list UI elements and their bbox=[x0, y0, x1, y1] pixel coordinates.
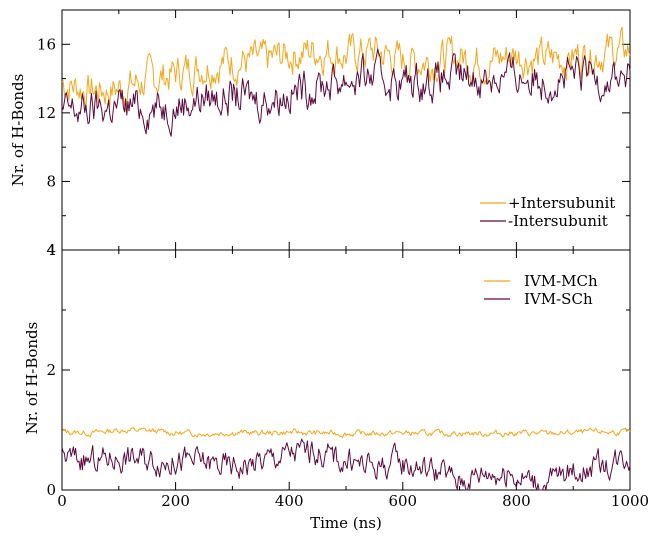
y-tick-label: 8 bbox=[46, 172, 56, 190]
top-panel: 4 8 12 16 Nr. of H-Bonds +Intersubunit -Int… bbox=[9, 9, 631, 259]
series-line--intersubunit bbox=[61, 48, 631, 137]
y-tick-label: 4 bbox=[46, 241, 56, 259]
top-x-ticks bbox=[61, 10, 631, 250]
top-legend: +Intersubunit -Intersubunit bbox=[480, 194, 615, 230]
bottom-x-ticks: 0 200 400 600 800 1000 bbox=[57, 250, 649, 510]
bottom-panel: 0 200 400 600 800 1000 0 2 4 Nr. of H-Bonds Tim… bbox=[23, 241, 649, 532]
y-tick-label: 0 bbox=[46, 481, 56, 499]
legend-label-minus-intersubunit: -Intersubunit bbox=[508, 212, 608, 230]
y-tick-label: 2 bbox=[46, 361, 56, 379]
bottom-series-group bbox=[61, 427, 631, 491]
series-line-ivm-sch bbox=[61, 438, 631, 491]
bottom-legend: IVM-MCh IVM-SCh bbox=[484, 272, 598, 308]
x-axis-label: Time (ns) bbox=[310, 514, 382, 532]
x-tick-label: 0 bbox=[57, 492, 67, 510]
x-tick-label: 200 bbox=[161, 492, 190, 510]
y-tick-label: 4 bbox=[46, 241, 56, 259]
y-tick-label: 12 bbox=[37, 104, 56, 122]
legend-label-ivm-mch: IVM-MCh bbox=[524, 272, 598, 290]
y-tick-label: 16 bbox=[37, 35, 56, 53]
bottom-y-ticks: 0 2 4 bbox=[46, 241, 630, 499]
top-series-group bbox=[61, 26, 631, 137]
legend-label-ivm-sch: IVM-SCh bbox=[524, 290, 593, 308]
legend-label-plus-intersubunit: +Intersubunit bbox=[508, 194, 615, 212]
x-tick-label: 800 bbox=[502, 492, 531, 510]
x-tick-label: 600 bbox=[388, 492, 417, 510]
x-tick-label: 1000 bbox=[611, 492, 649, 510]
top-y-axis-label: Nr. of H-Bonds bbox=[9, 74, 27, 187]
series-line--intersubunit bbox=[61, 26, 631, 112]
bottom-y-axis-label: Nr. of H-Bonds bbox=[23, 322, 41, 435]
x-tick-label: 400 bbox=[275, 492, 304, 510]
top-y-ticks: 4 8 12 16 bbox=[37, 35, 630, 259]
series-line-ivm-mch bbox=[61, 427, 631, 438]
